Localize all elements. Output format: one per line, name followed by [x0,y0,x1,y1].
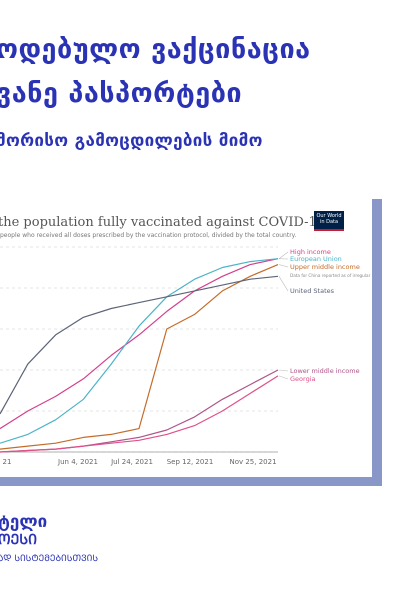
footer-org-name-2: ᲝᲔᲡᲘ [0,532,37,548]
legend-label-lower-middle-income: Lower middle income [290,367,360,375]
x-tick-label: 21 [3,458,12,466]
series-line-european-union [0,258,279,444]
legend-label-united-states: United States [290,287,335,295]
owid-logo: Our World in Data [314,211,344,231]
x-tick-label: Jun 4, 2021 [57,458,98,466]
line-chart: 21 Jun 4, 2021 Jul 24, 2021 Sep 12, 2021 Nov… [0,246,372,466]
legend-label-upper-middle-income: Upper middle income [290,263,360,271]
legend-label-georgia: Georgia [290,375,316,383]
x-tick-label: Jul 24, 2021 [110,458,153,466]
page-title-line-1: ოდებულო ვაქცინაცია [0,34,311,65]
series-line-united-states [0,275,279,415]
legend-connector [278,375,289,380]
series-line-upper-middle-income [0,264,279,450]
series-line-georgia [0,375,279,453]
page-subtitle: მორისო გამოცდილების მიმო [0,131,263,151]
series-line-high-income [0,258,279,430]
chart-frame: the population fully vaccinated against … [0,199,382,486]
x-tick-label: Sep 12, 2021 [167,458,214,466]
legend-label-high-income: High income [290,248,331,256]
page-title-line-2: ვანე პასპორტები [0,78,243,109]
x-tick-label: Nov 25, 2021 [229,458,276,466]
legend-label-european-union: European Union [290,255,342,263]
chart-subtitle: people who received all doses prescribed… [0,232,297,239]
legend-connector [278,251,289,259]
legend-connector [278,369,289,372]
footer-org-tagline: ᲐᲓ ᲡᲘᲡᲢᲔᲛᲔᲑᲘᲡᲗᲕᲘᲡ [0,554,99,564]
legend-note: Data for China reported as of irregular … [290,273,372,278]
legend-connector [278,264,289,268]
footer-org-name: ტელი [0,512,48,532]
legend-connector [278,276,289,292]
chart-title: the population fully vaccinated against … [0,215,326,230]
chart-card: the population fully vaccinated against … [0,199,372,477]
